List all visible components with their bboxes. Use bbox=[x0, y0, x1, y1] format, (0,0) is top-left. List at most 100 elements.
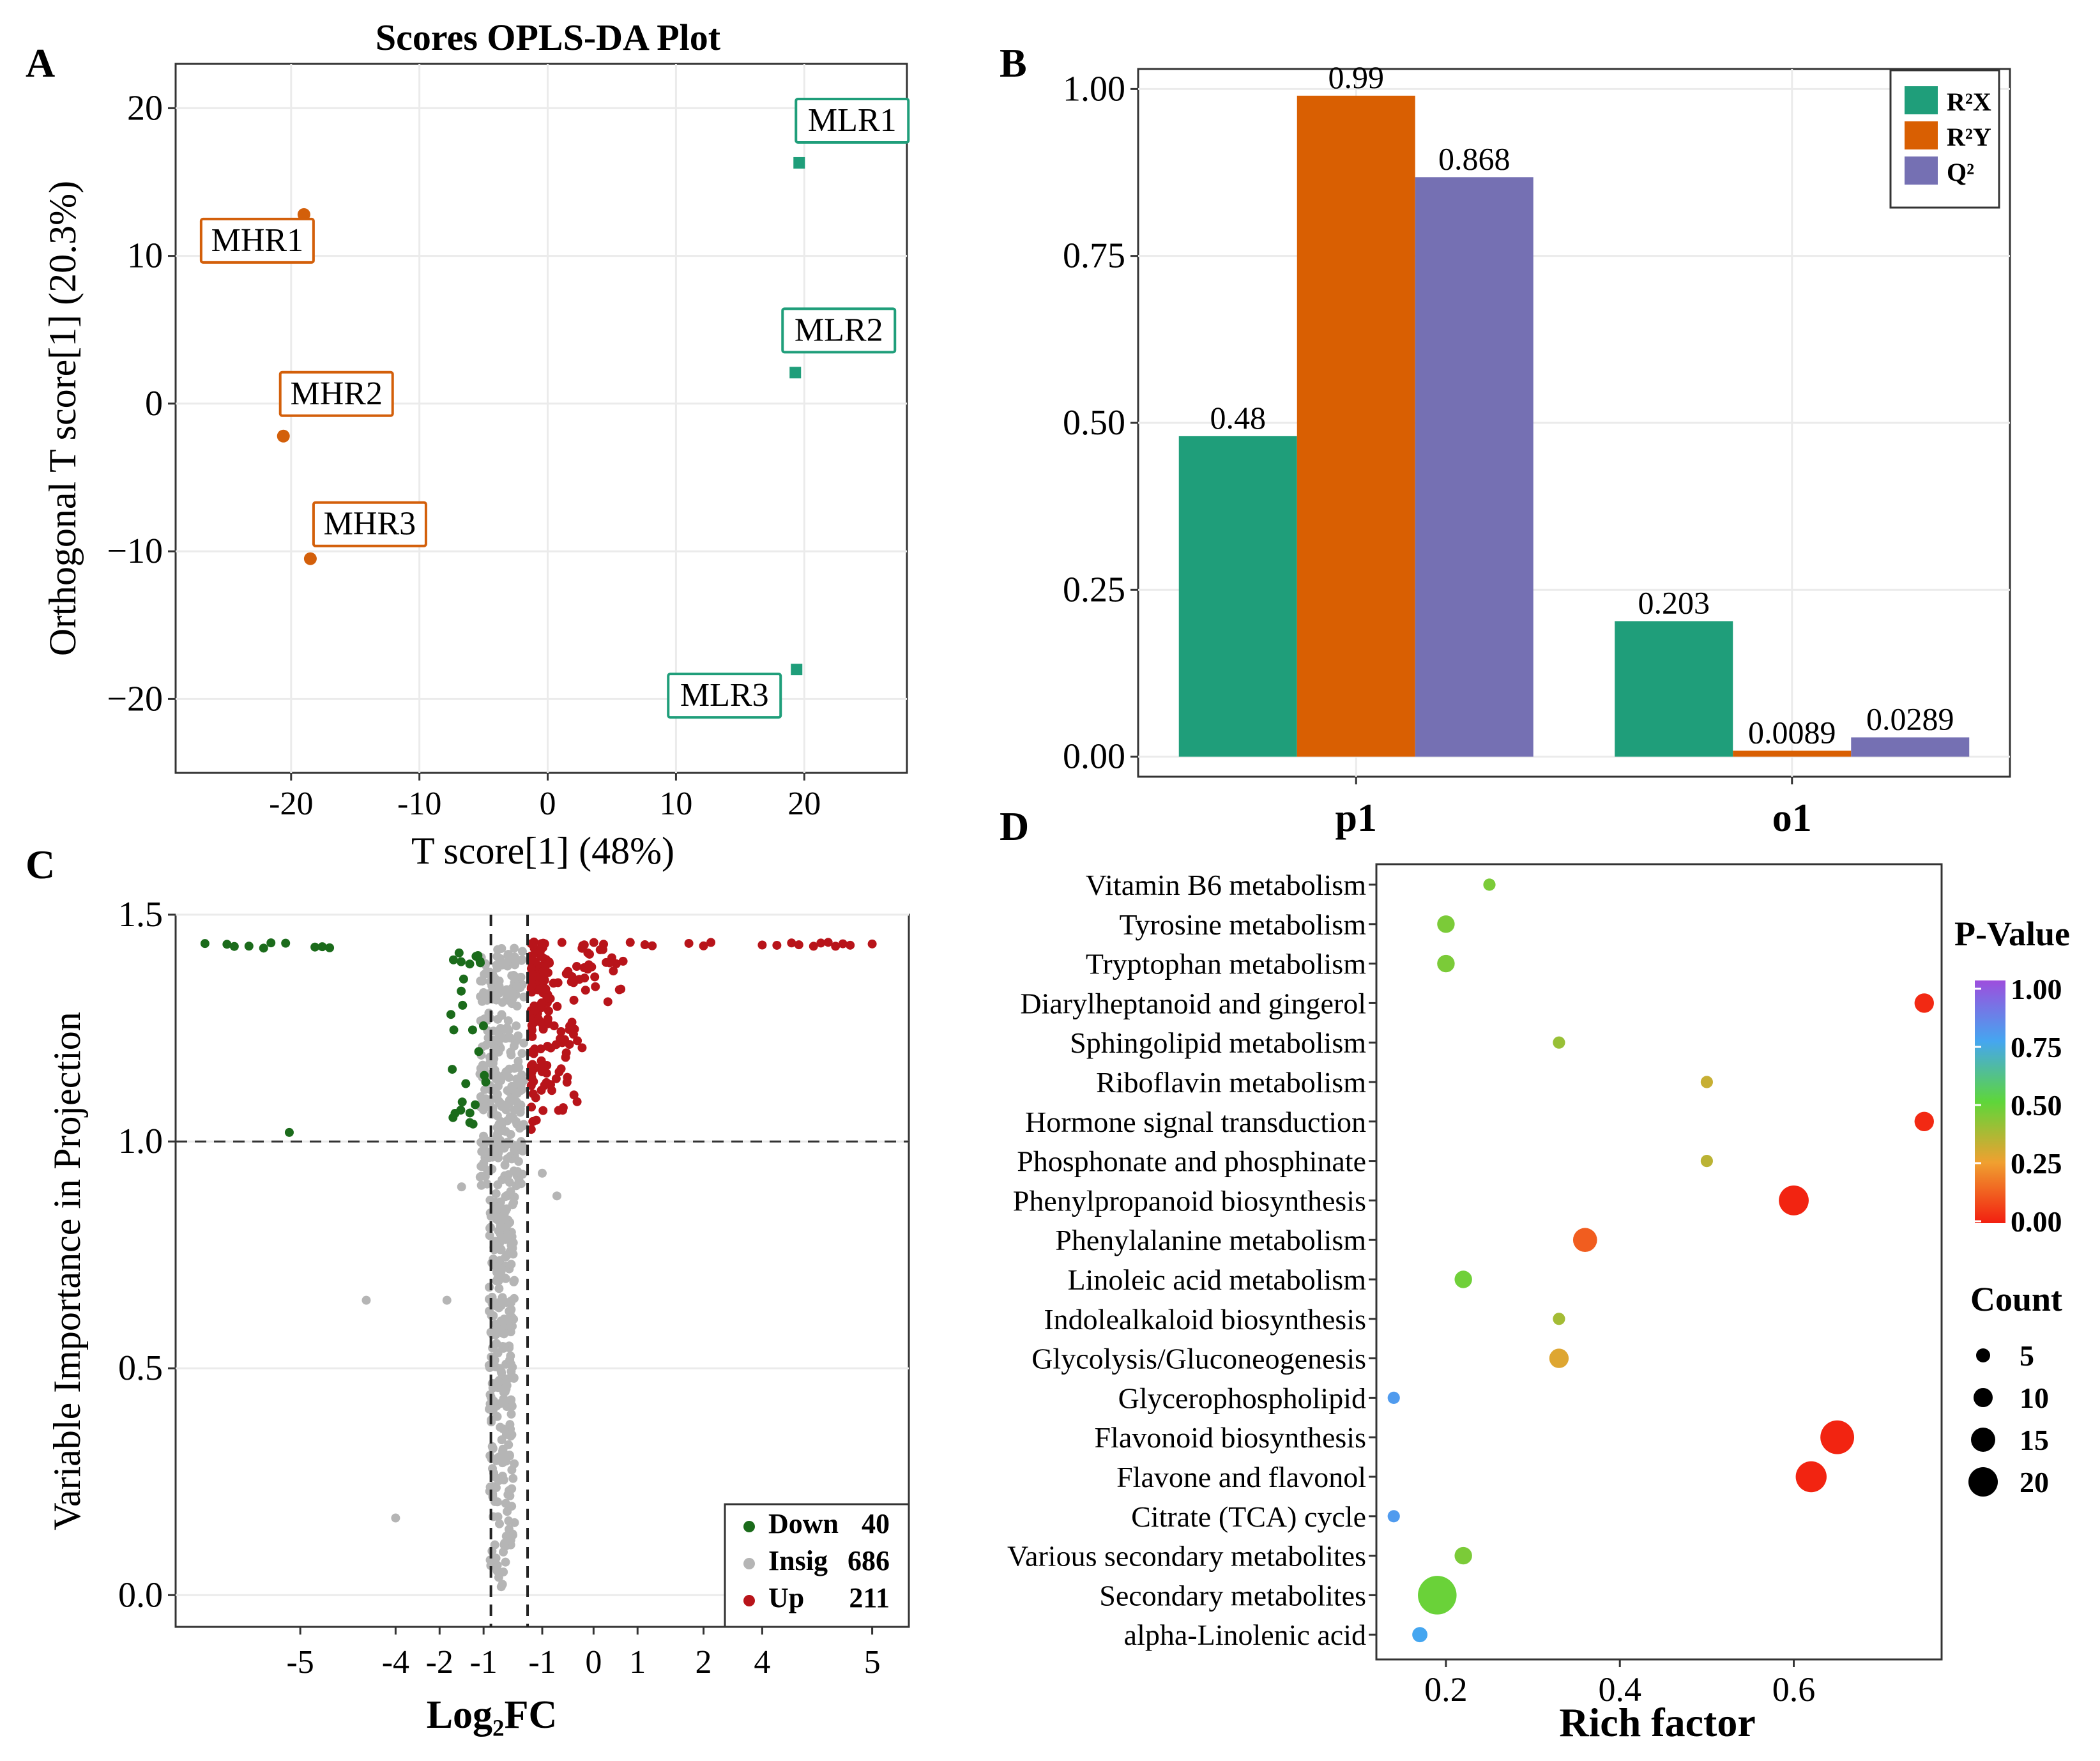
a-ytick-label: −20 bbox=[107, 679, 163, 719]
c-point-insig bbox=[486, 1101, 496, 1111]
c-point-insig bbox=[505, 1491, 515, 1500]
c-point-up bbox=[831, 941, 841, 951]
c-point-insig bbox=[479, 1101, 489, 1111]
plot-a-area bbox=[174, 63, 908, 774]
plot-a-grid bbox=[176, 64, 907, 773]
a-xtick-label: 20 bbox=[788, 786, 821, 822]
a-ytick-label: 10 bbox=[127, 236, 163, 276]
c-point-insig bbox=[507, 1484, 517, 1493]
a-label-box bbox=[667, 673, 782, 719]
plot-b-ticks: 0.00 0.25 0.50 0.75 1.00 p1 o1 bbox=[1063, 69, 1812, 840]
c-point-up bbox=[609, 966, 618, 976]
b-bar-label: 0.48 bbox=[1210, 400, 1267, 436]
c-point-insig bbox=[485, 1231, 494, 1240]
c-point-insig bbox=[493, 1081, 503, 1091]
b-ytick-label: 0.00 bbox=[1063, 737, 1125, 777]
d-pathway-label: Indolealkaloid biosynthesis bbox=[1044, 1303, 1366, 1336]
c-point-insig bbox=[492, 1339, 501, 1348]
a-xtick-label: 10 bbox=[659, 786, 692, 822]
c-point-up bbox=[533, 1014, 543, 1024]
c-legend-dot bbox=[743, 1558, 755, 1569]
c-point-up bbox=[552, 1002, 562, 1011]
c-point-insig bbox=[505, 1420, 515, 1429]
c-point-down bbox=[465, 959, 475, 969]
c-point-down bbox=[471, 1100, 480, 1109]
c-legend-name: Insig bbox=[768, 1545, 828, 1576]
plot-d-xlabel: Rich factor bbox=[1559, 1700, 1755, 1745]
c-point-up bbox=[549, 979, 558, 988]
c-point-insig bbox=[494, 1377, 503, 1387]
c-point-insig bbox=[491, 1146, 501, 1155]
c-point-insig bbox=[498, 1580, 507, 1589]
c-point-insig bbox=[486, 1212, 496, 1221]
c-point-up bbox=[605, 958, 614, 968]
c-xtick-label: -1 bbox=[528, 1644, 556, 1681]
plot-c-xlabel: Log₂FC bbox=[427, 1693, 558, 1737]
c-point-insig bbox=[508, 1474, 518, 1483]
c-point-up bbox=[551, 1074, 561, 1083]
a-point-label: MHR1 bbox=[211, 222, 303, 259]
b-bar-label: 0.99 bbox=[1328, 59, 1385, 95]
d-pathway-label: Glycerophospholipid bbox=[1118, 1382, 1366, 1414]
c-point-up bbox=[527, 1025, 536, 1035]
c-point-up bbox=[531, 1115, 541, 1125]
a-ytick-label: −10 bbox=[107, 531, 163, 571]
c-point-up bbox=[538, 1106, 548, 1115]
c-point-insig bbox=[494, 981, 504, 991]
c-point-insig bbox=[486, 1095, 496, 1104]
d-xtick-label: 0.6 bbox=[1772, 1670, 1816, 1709]
c-point-up bbox=[794, 940, 803, 950]
d-pathway-label: Riboflavin metabolism bbox=[1096, 1066, 1366, 1099]
d-bubble bbox=[1454, 1270, 1472, 1288]
c-point-insig bbox=[494, 989, 504, 998]
c-xtick-label: -1 bbox=[469, 1644, 497, 1681]
c-point-up bbox=[541, 984, 551, 994]
c-point-insig bbox=[508, 1373, 518, 1383]
c-point-insig bbox=[501, 1557, 510, 1567]
d-bubble bbox=[1387, 1391, 1400, 1404]
plot-a-ylabel: Orthogonal T score[1] (20.3%) bbox=[42, 181, 84, 656]
d-color-tick-label: 1.00 bbox=[2011, 973, 2062, 1005]
d-color-tick-label: 0.25 bbox=[2011, 1147, 2062, 1180]
d-bubble bbox=[1700, 1155, 1713, 1168]
d-xtick-label: 0.4 bbox=[1598, 1670, 1641, 1709]
c-point-up bbox=[544, 968, 553, 977]
c-point-up bbox=[535, 947, 545, 956]
c-point-up bbox=[599, 940, 609, 949]
c-point-insig bbox=[485, 1555, 495, 1565]
a-xtick-label: 0 bbox=[540, 786, 556, 822]
d-color-tick-label: 0.00 bbox=[2011, 1205, 2062, 1238]
c-point-insig bbox=[488, 1444, 498, 1453]
panel-d-letter: D bbox=[1000, 804, 1029, 849]
c-point-down bbox=[266, 938, 276, 948]
plot-d-size-legend: 5 10 15 20 bbox=[1968, 1339, 2049, 1498]
d-pathway-label: Sphingolipid metabolism bbox=[1070, 1026, 1366, 1059]
c-point-down bbox=[458, 1000, 468, 1010]
c-point-insig bbox=[501, 1429, 511, 1439]
c-point-up bbox=[527, 981, 536, 991]
a-xtick-label: -20 bbox=[269, 786, 313, 822]
c-point-insig bbox=[506, 1395, 516, 1405]
d-pathway-label: Flavonoid biosynthesis bbox=[1094, 1421, 1366, 1454]
c-point-down bbox=[457, 1097, 467, 1107]
c-point-insig bbox=[480, 989, 490, 999]
c-point-insig bbox=[517, 1079, 526, 1089]
d-bubble bbox=[1779, 1185, 1809, 1216]
c-point-up bbox=[543, 1042, 552, 1051]
c-point-up bbox=[527, 1074, 536, 1083]
c-point-insig bbox=[496, 1126, 506, 1136]
c-point-up bbox=[526, 939, 536, 949]
c-point-up bbox=[536, 998, 546, 1008]
d-bubble bbox=[1454, 1546, 1472, 1565]
c-point-up bbox=[573, 1036, 582, 1046]
c-point-up bbox=[531, 1093, 540, 1102]
c-point-insig bbox=[503, 1315, 512, 1325]
d-size-key bbox=[1968, 1467, 1998, 1497]
c-point-up bbox=[563, 1072, 572, 1082]
b-legend-swatch bbox=[1905, 121, 1938, 149]
d-size-key-label: 10 bbox=[2020, 1382, 2049, 1414]
c-point-insig bbox=[509, 1277, 519, 1286]
d-pathway-label: Tryptophan metabolism bbox=[1086, 948, 1366, 980]
plot-a-points: MLR1 MLR2 MLR3 MHR1 MHR2 MHR3 bbox=[199, 97, 910, 719]
c-point-down bbox=[478, 1021, 488, 1031]
